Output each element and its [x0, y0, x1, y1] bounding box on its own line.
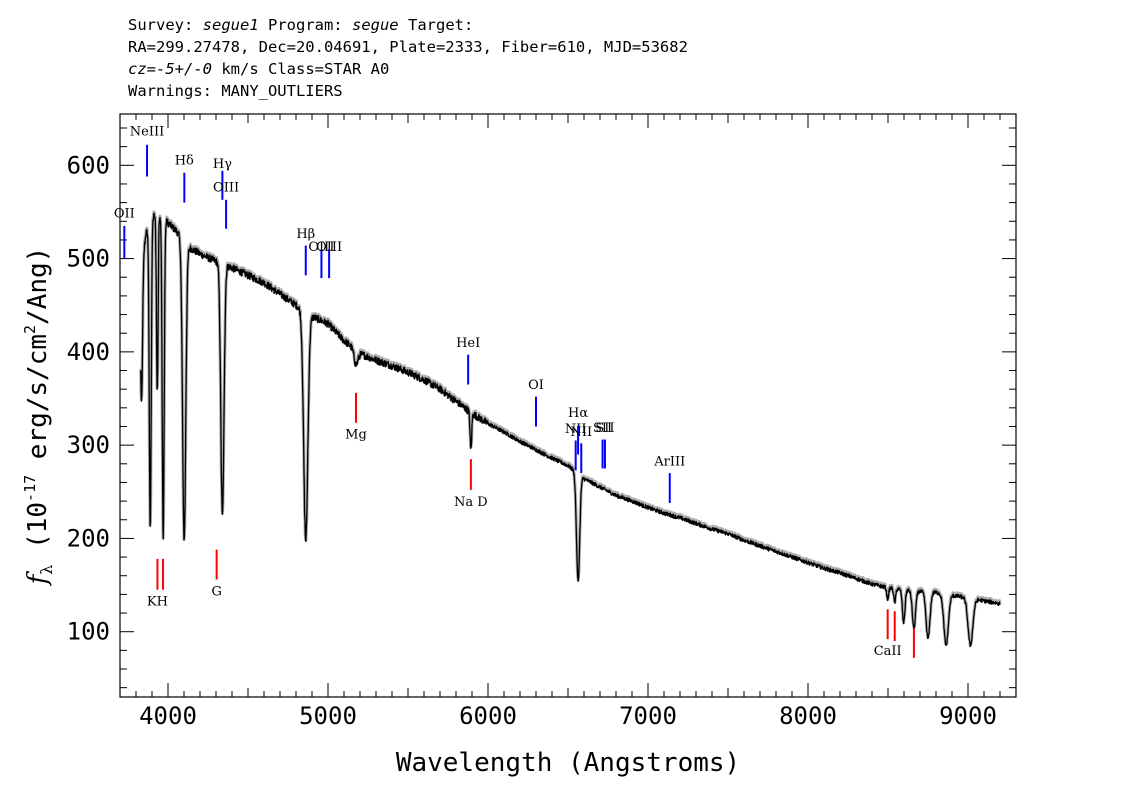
emission-marker-label: OIII	[316, 240, 342, 255]
emission-marker-label: Hγ	[213, 157, 232, 172]
emission-marker-label: ArIII	[653, 455, 685, 470]
emission-marker-label: Hδ	[175, 153, 194, 168]
emission-marker-label: SII	[595, 421, 614, 436]
spectrum-line	[140, 212, 1001, 648]
absorption-marker-label: Mg	[345, 428, 367, 443]
emission-marker-label: NeIII	[130, 124, 164, 139]
absorption-marker-label: Na D	[454, 495, 488, 510]
y-tick-label: 600	[67, 151, 110, 179]
x-axis-label: Wavelength (Angstroms)	[396, 748, 740, 778]
y-tick-label: 500	[67, 245, 110, 273]
absorption-marker-label: CaII	[874, 644, 902, 659]
header-line-survey: Survey: segue1 Program: segue Target:	[128, 16, 474, 34]
emission-marker-label: NII	[570, 425, 592, 440]
emission-marker-label: Hβ	[296, 227, 315, 242]
header-line-coordinates: RA=299.27478, Dec=20.04691, Plate=2333, …	[128, 38, 688, 56]
x-tick-label: 9000	[939, 702, 997, 730]
y-tick-label: 400	[67, 338, 110, 366]
emission-marker-label: OII	[114, 207, 135, 222]
y-tick-label: 200	[67, 524, 110, 552]
absorption-markers: Mg Na D KH G CaII	[147, 392, 915, 659]
x-tick-label: 4000	[139, 702, 197, 730]
emission-marker-label: OI	[528, 378, 544, 393]
emission-marker-label: OIII	[213, 180, 239, 195]
emission-marker-label: HeI	[456, 336, 480, 351]
emission-marker-label: OIII	[308, 240, 334, 255]
x-tick-label: 6000	[459, 702, 517, 730]
emission-marker-label: NII	[565, 422, 587, 437]
x-tick-label: 7000	[619, 702, 677, 730]
emission-marker-label: SII	[593, 421, 612, 436]
plot-header: Survey: segue1 Program: segue Target: RA…	[128, 14, 688, 102]
axis-ticks	[119, 114, 1017, 697]
header-line-warnings: Warnings: MANY_OUTLIERS	[128, 82, 343, 100]
x-tick-label: 5000	[299, 702, 357, 730]
emission-marker-label: Hα	[568, 406, 588, 421]
y-tick-label: 300	[67, 431, 110, 459]
y-axis-label: fλ (10-17 erg/s/cm2/Ang)	[21, 247, 56, 587]
x-tick-label: 8000	[779, 702, 837, 730]
y-tick-label: 100	[67, 618, 110, 646]
absorption-marker-label: KH	[147, 595, 168, 610]
header-line-redshift: cz=-5+/-0 km/s Class=STAR A0	[128, 60, 390, 78]
absorption-marker-label: G	[211, 584, 221, 599]
